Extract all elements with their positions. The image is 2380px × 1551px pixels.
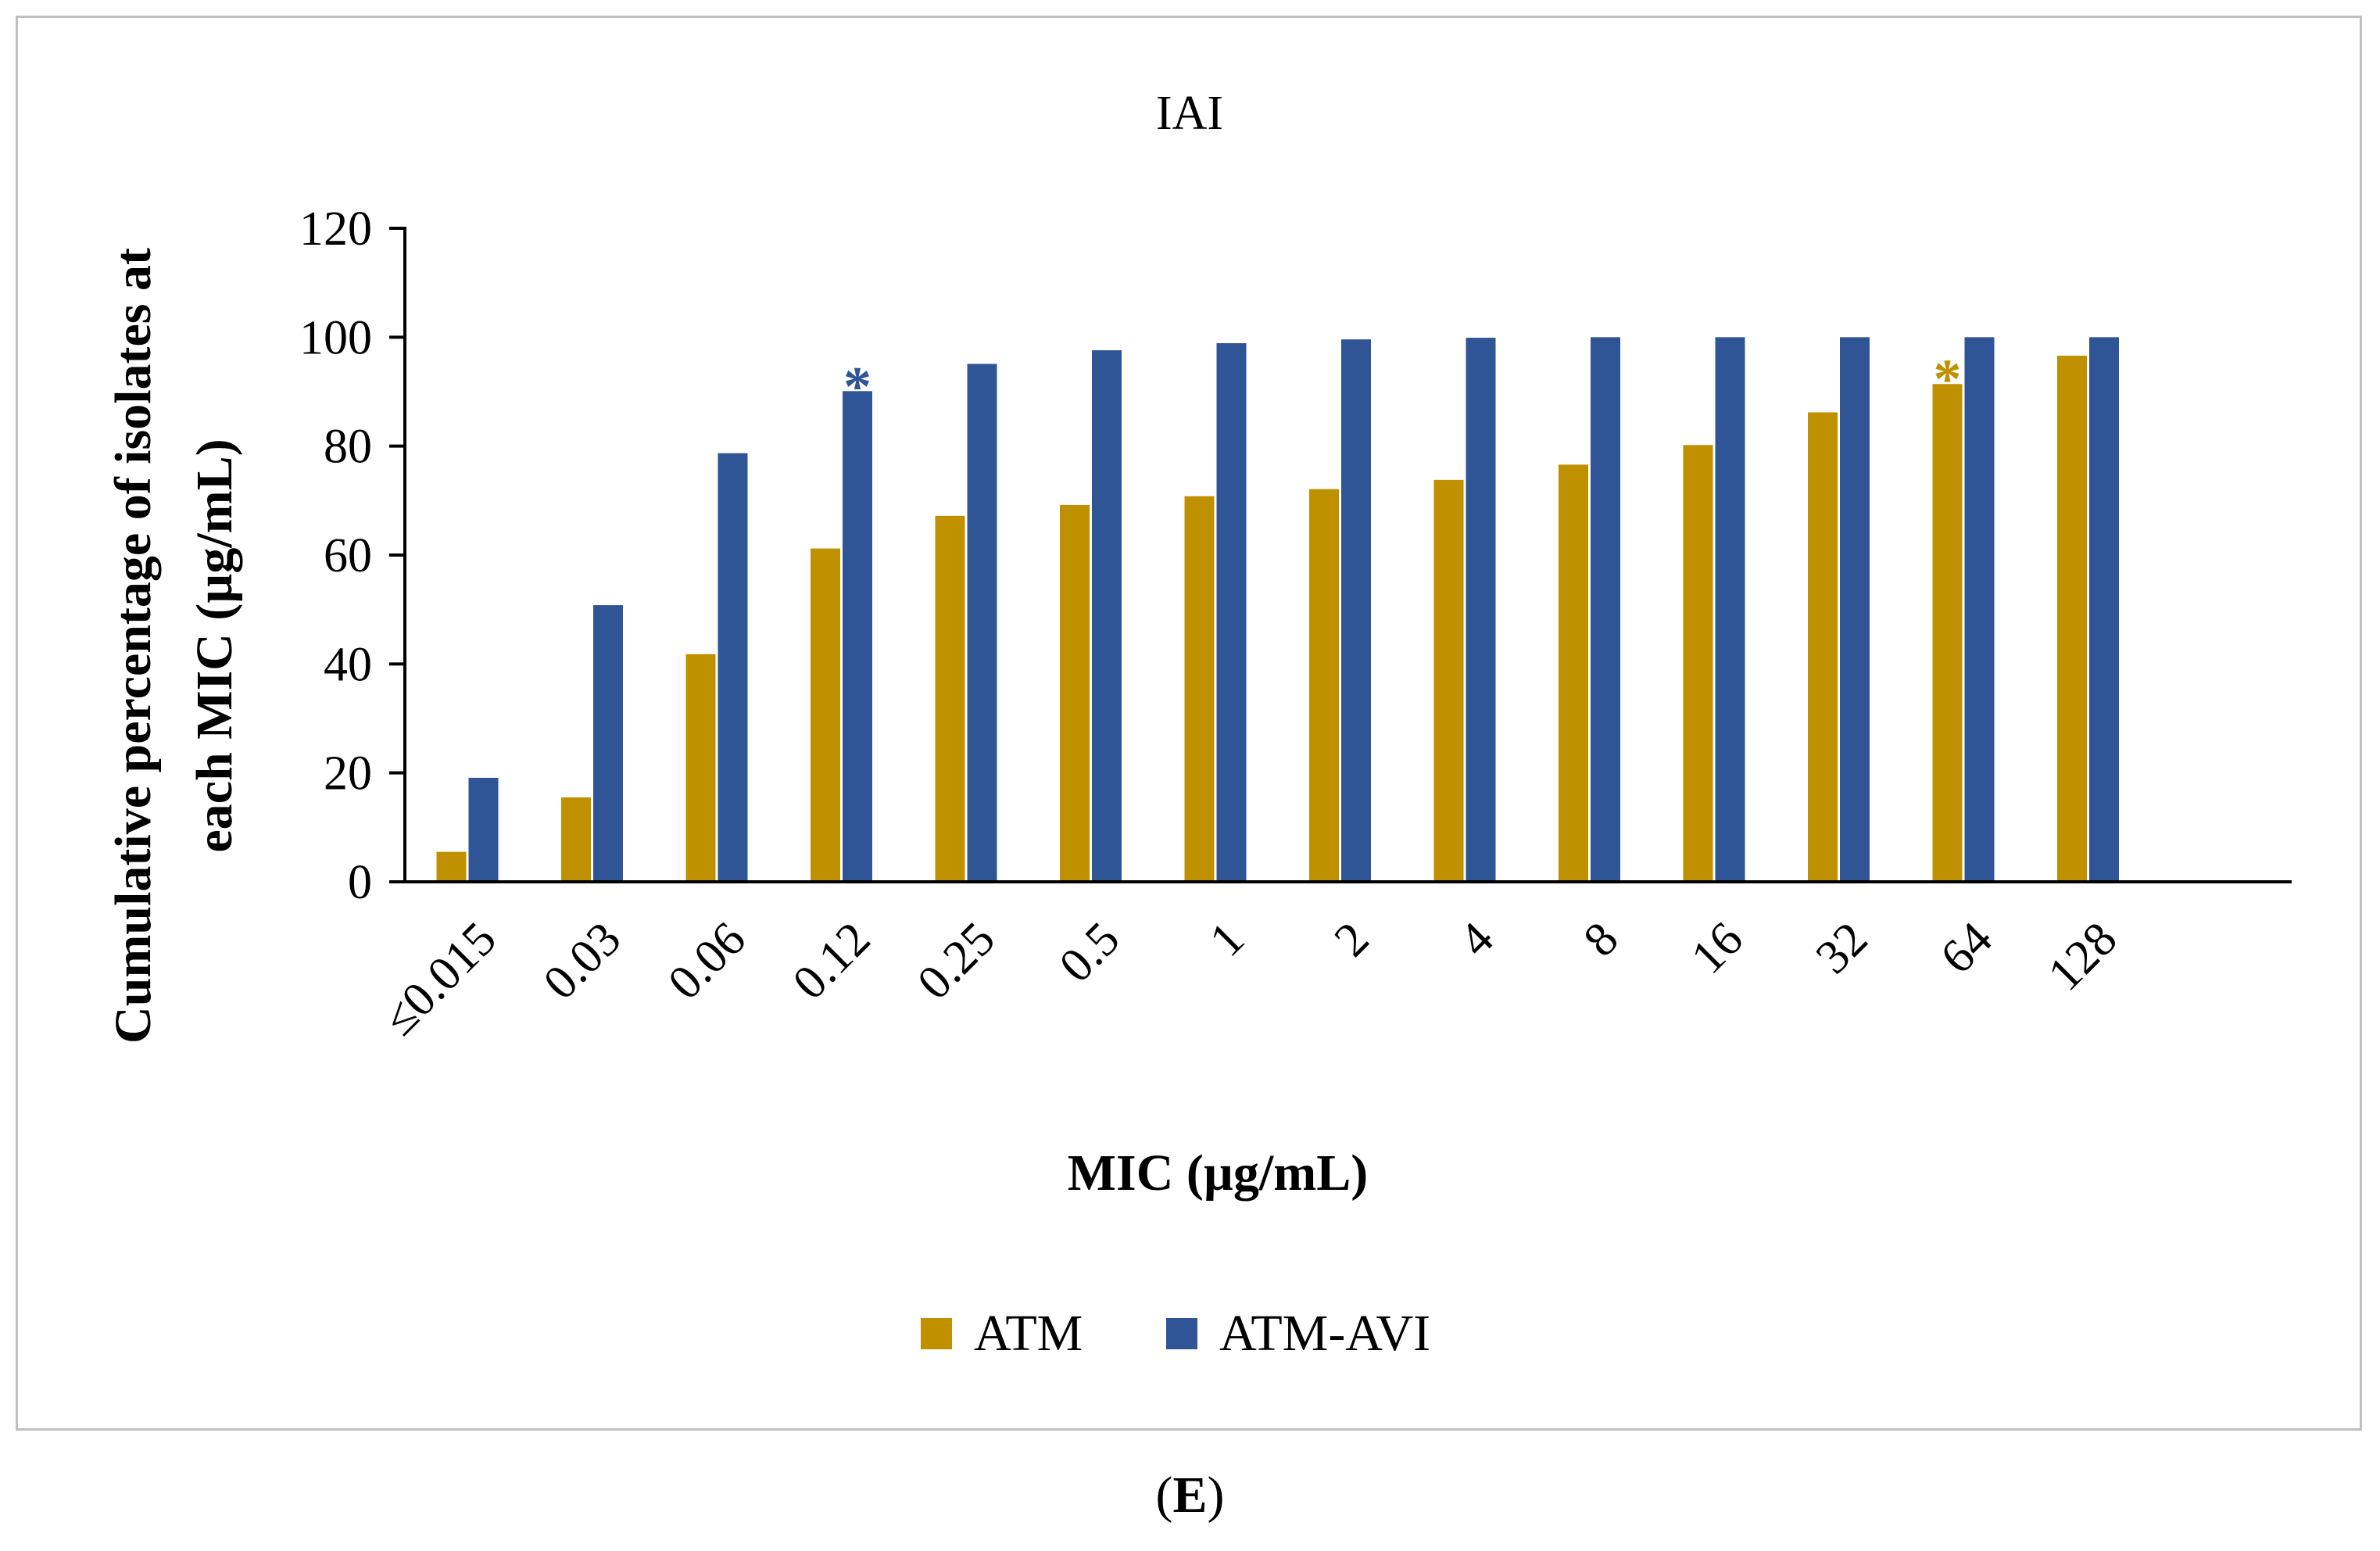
bar-atm-7 [1309,489,1339,882]
bar-atm-avi-13 [2089,337,2119,882]
x-tick-label: 8 [1573,912,1628,967]
bar-atm-avi-1 [593,605,623,882]
bar-atm-avi-6 [1216,342,1247,882]
bar-atm-1 [561,797,591,882]
x-axis-title: MIC (µg/mL) [1068,1144,1368,1202]
x-tick-label: 0.12 [783,912,881,1010]
y-tick-label: 80 [324,421,372,474]
y-tick-label: 120 [299,202,372,256]
bar-atm-11 [1808,412,1838,882]
x-tick-label: 0.03 [534,912,632,1010]
y-tick-label: 40 [324,638,372,691]
bar-atm-13 [2057,356,2087,882]
y-axis-title-line-1: Cumulative percentage of isolates at [105,248,162,1044]
x-tick-label: 0.5 [1050,912,1130,993]
bars [436,337,2119,883]
y-axis-title: Cumulative percentage of isolates at eac… [105,248,243,1044]
x-tick-label: 128 [2038,912,2128,1001]
x-tick-label: 32 [1806,912,1877,984]
y-axis-ticks: 0 20 40 60 80 100 120 [299,202,405,909]
bar-atm-avi-3 [843,391,872,882]
bar-atm-8 [1433,479,1464,882]
x-tick-label: 16 [1681,912,1753,984]
annotations: * * [843,348,1962,417]
panel-label-open: ( [1155,1467,1173,1524]
bar-atm-avi-11 [1840,337,1870,882]
bar-atm-5 [1060,504,1090,882]
bar-atm-4 [935,515,965,882]
panel-label: (E) [0,1470,2380,1521]
bar-atm-12 [1932,384,1963,882]
legend-label-atm-avi: ATM-AVI [1219,1305,1430,1362]
bar-atm-2 [685,654,716,882]
bar-atm-avi-0 [468,777,499,882]
y-tick-label: 20 [324,747,372,801]
panel-label-letter: E [1172,1467,1208,1524]
legend-label-atm: ATM [974,1305,1083,1362]
x-tick-label: 0.06 [658,912,756,1010]
x-tick-label: 64 [1931,912,2002,984]
chart-frame [16,16,2362,1431]
x-tick-label: 0.25 [907,912,1005,1010]
x-tick-label: ≤0.015 [373,912,506,1046]
legend-swatch-atm-avi [1166,1318,1197,1349]
bar-atm-avi-9 [1591,337,1620,882]
x-axis-ticks: ≤0.015 0.03 0.06 0.12 0.25 0.5 1 2 4 8 16 32 64 128 [373,912,2127,1046]
y-tick-label: 0 [348,856,372,909]
bar-atm-0 [436,851,467,882]
bar-atm-6 [1184,496,1215,882]
chart-title: IAI [1156,87,1223,140]
bar-atm-3 [811,548,840,882]
annotation-star: * [1934,348,1962,410]
legend: ATM ATM-AVI [921,1305,1430,1362]
panel-label-close: ) [1207,1467,1225,1524]
annotation-star: * [843,355,871,417]
bar-atm-avi-7 [1341,339,1371,882]
y-tick-label: 60 [324,529,372,582]
chart: IAI Cumulative percentage of isolates at… [105,87,2292,1362]
legend-swatch-atm [921,1318,952,1349]
bar-atm-avi-2 [718,453,748,882]
x-tick-label: 2 [1324,912,1379,967]
bar-atm-10 [1683,445,1713,882]
bar-atm-avi-10 [1715,337,1745,882]
bar-atm-avi-12 [1964,337,1995,882]
x-tick-label: 1 [1200,912,1254,967]
bar-atm-avi-8 [1466,338,1496,882]
y-axis-title-line-2: each MIC (µg/mL) [186,439,243,852]
bar-atm-avi-4 [967,364,997,883]
x-tick-label: 4 [1449,912,1504,967]
bar-atm-9 [1559,464,1588,882]
y-tick-label: 100 [299,311,372,364]
bar-atm-avi-5 [1092,350,1122,882]
